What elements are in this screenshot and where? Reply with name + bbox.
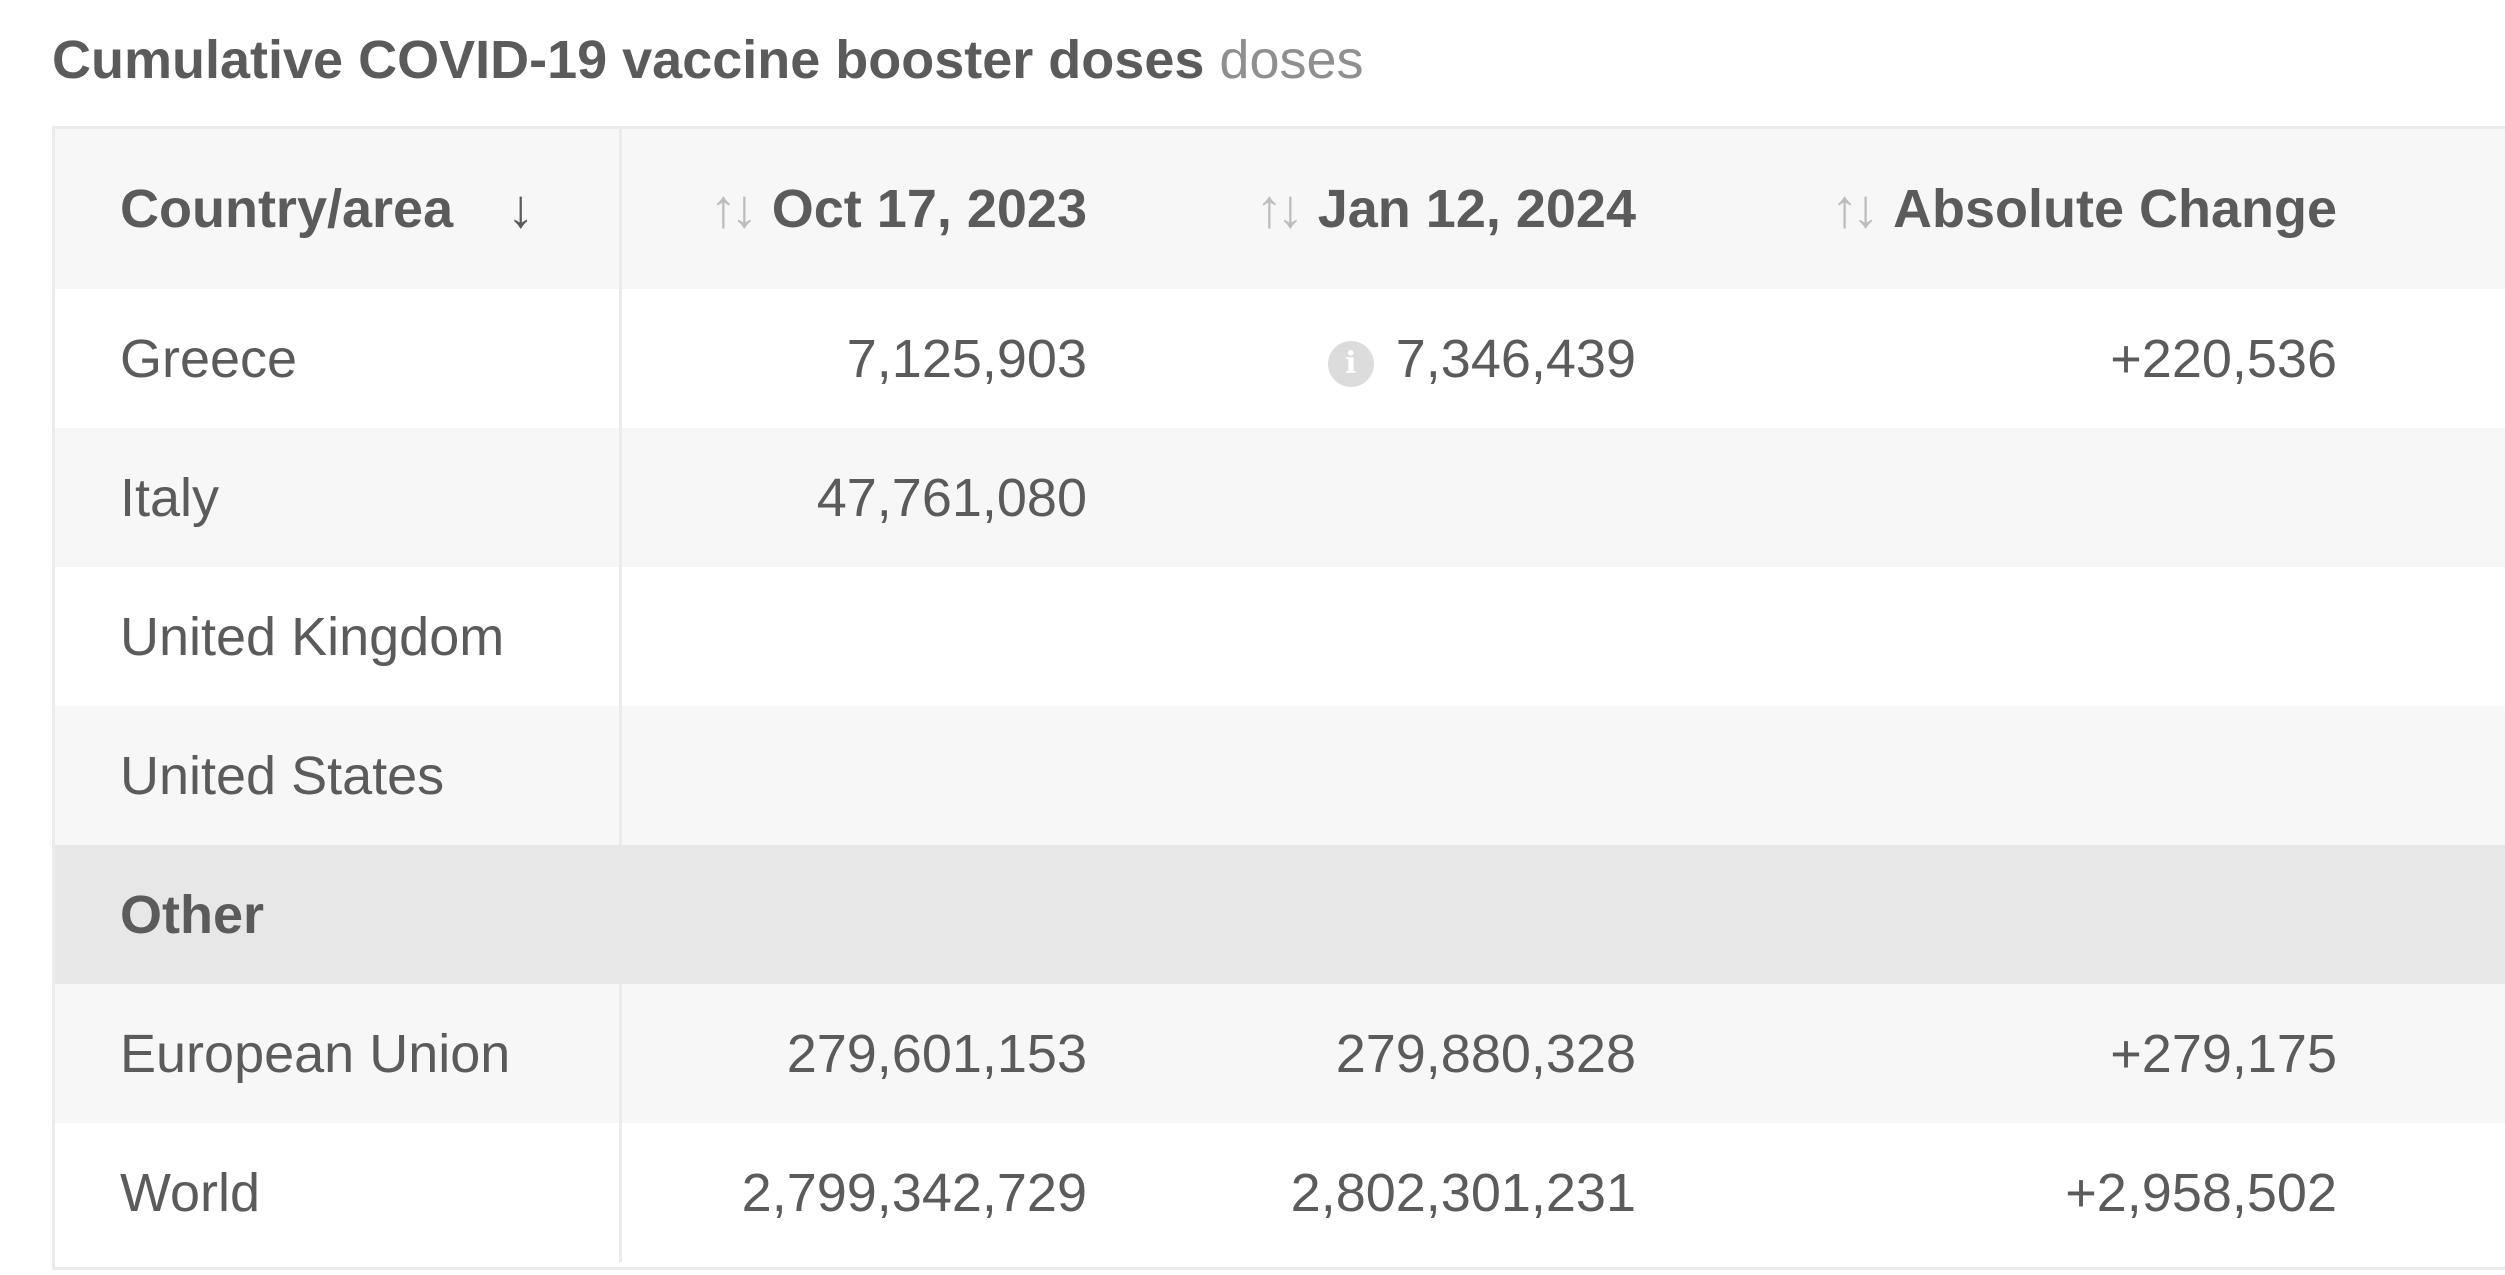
cell-value xyxy=(1175,567,1720,706)
cell-empty xyxy=(2375,428,2505,567)
table-row-united-kingdom: United Kingdom xyxy=(55,567,2505,706)
cell-empty xyxy=(2375,984,2505,1123)
table-row-world: World 2,799,342,729 2,802,301,231 +2,958… xyxy=(55,1123,2505,1262)
cell-empty xyxy=(1720,845,2375,984)
cell-value: 2,802,301,231 xyxy=(1175,1123,1720,1262)
cell-country: Italy xyxy=(55,428,622,567)
header-next-column[interactable]: ↑↓ xyxy=(2375,129,2505,289)
cell-change xyxy=(1720,567,2375,706)
cell-value: 279,601,153 xyxy=(620,984,1175,1123)
header-jan-2024[interactable]: ↑↓ Jan 12, 2024 xyxy=(1175,129,1720,289)
cell-value xyxy=(620,706,1175,845)
data-table-container: Country/area ↓ ↑↓ Oct 17, 2023 ↑↓ Jan 12, 2… xyxy=(52,126,2505,1270)
header-country[interactable]: Country/area ↓ xyxy=(55,129,622,289)
cell-change xyxy=(1720,706,2375,845)
cell-country: United Kingdom xyxy=(55,567,622,706)
table-row-united-states: United States xyxy=(55,706,2505,845)
cell-empty xyxy=(2375,706,2505,845)
cell-value: 2,799,342,729 xyxy=(620,1123,1175,1262)
cell-change: +220,536 xyxy=(1720,289,2375,428)
cell-country: World xyxy=(55,1123,622,1262)
cell-value: 279,880,328 xyxy=(1175,984,1720,1123)
cell-empty xyxy=(2375,567,2505,706)
cell-value xyxy=(620,567,1175,706)
data-table: Country/area ↓ ↑↓ Oct 17, 2023 ↑↓ Jan 12, 2… xyxy=(55,129,2505,1262)
group-header-row: Other xyxy=(55,845,2505,984)
sort-descending-icon[interactable]: ↓ xyxy=(507,179,535,239)
cell-change: +279,175 xyxy=(1720,984,2375,1123)
chart-title: Cumulative COVID-19 vaccine booster dose… xyxy=(52,22,1364,98)
title-unit: doses xyxy=(1219,30,1364,90)
cell-value: i 7,346,439 xyxy=(1175,289,1720,428)
header-jan-2024-label: Jan 12, 2024 xyxy=(1317,179,1636,239)
table-row-italy: Italy 47,761,080 xyxy=(55,428,2505,567)
header-absolute-change[interactable]: ↑↓ Absolute Change xyxy=(1720,129,2375,289)
cell-empty xyxy=(2375,1123,2505,1262)
table-row-greece: Greece 7,125,903 i 7,346,439 +220,536 xyxy=(55,289,2505,428)
cell-value xyxy=(1175,428,1720,567)
cell-empty xyxy=(1175,845,1720,984)
sort-icon[interactable]: ↑↓ xyxy=(1255,179,1304,239)
header-oct-2023[interactable]: ↑↓ Oct 17, 2023 xyxy=(620,129,1175,289)
cell-empty xyxy=(620,845,1175,984)
cell-country: Greece xyxy=(55,289,622,428)
table-row-european-union: European Union 279,601,153 279,880,328 +… xyxy=(55,984,2505,1123)
cell-change xyxy=(1720,428,2375,567)
cell-country: United States xyxy=(55,706,622,845)
header-country-label: Country/area xyxy=(120,179,454,239)
title-text: Cumulative COVID-19 vaccine booster dose… xyxy=(52,30,1205,90)
cell-value: 7,125,903 xyxy=(620,289,1175,428)
sort-icon[interactable]: ↑↓ xyxy=(1830,179,1879,239)
cell-change: +2,958,502 xyxy=(1720,1123,2375,1262)
header-oct-2023-label: Oct 17, 2023 xyxy=(771,179,1087,239)
cell-country: European Union xyxy=(55,984,622,1123)
info-icon[interactable]: i xyxy=(1327,340,1374,387)
cell-value: 47,761,080 xyxy=(620,428,1175,567)
cell-empty xyxy=(2375,289,2505,428)
header-row: Country/area ↓ ↑↓ Oct 17, 2023 ↑↓ Jan 12, 2… xyxy=(55,129,2505,289)
group-label: Other xyxy=(55,845,620,984)
header-absolute-change-label: Absolute Change xyxy=(1892,179,2337,239)
sort-icon[interactable]: ↑↓ xyxy=(709,179,758,239)
cell-value xyxy=(1175,706,1720,845)
cell-value-text: 7,346,439 xyxy=(1395,328,1636,389)
cell-empty xyxy=(2375,845,2505,984)
